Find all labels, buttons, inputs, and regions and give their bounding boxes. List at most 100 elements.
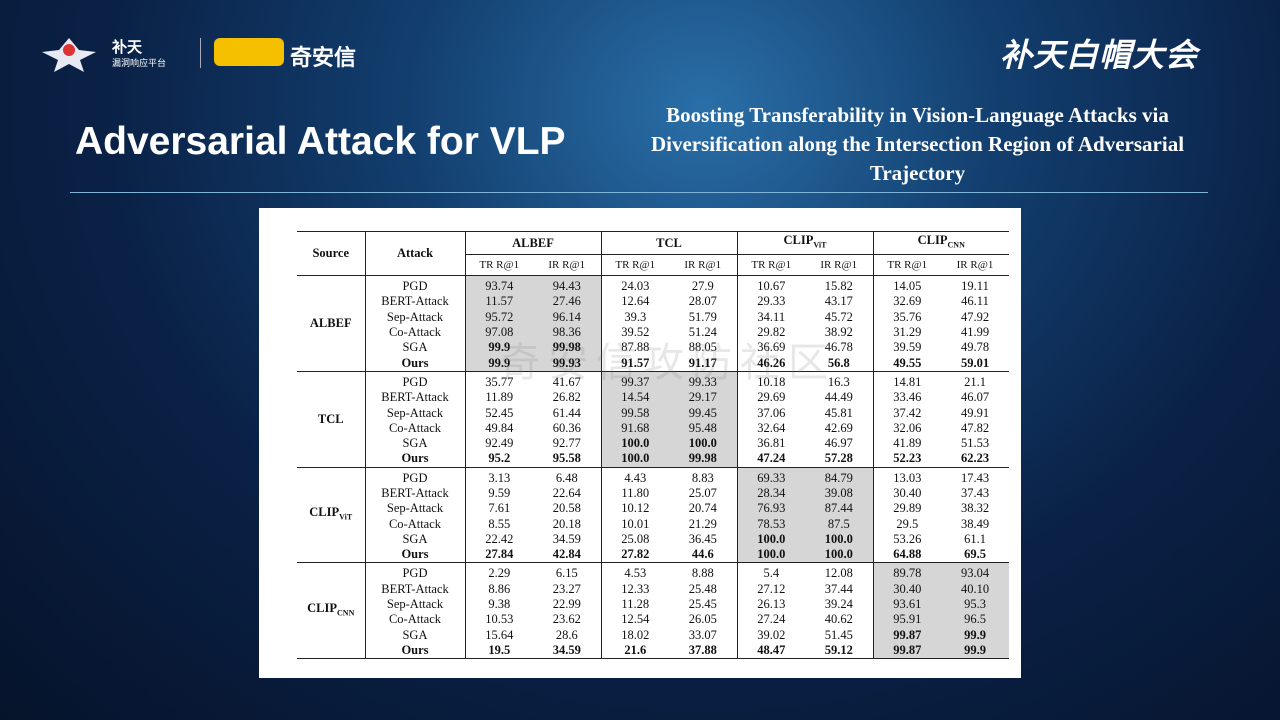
value-cell: 45.81 xyxy=(824,405,853,420)
value-cell: 22.42 xyxy=(464,531,533,548)
value-cell: 99.9 xyxy=(941,642,1009,660)
value-cell: 99.87 xyxy=(872,642,941,660)
source-cell: CLIPViT xyxy=(297,466,365,563)
value-cell: 22.64 xyxy=(552,486,581,500)
name: CLIP xyxy=(307,600,338,615)
data-row: Sep-Attack 95.72 96.14 39.3 51.79 34.11 45.72 3… xyxy=(297,309,1009,325)
metric-header: IR R@1 xyxy=(941,254,1009,276)
value-cell: 88.05 xyxy=(688,340,717,355)
subscript: CNN xyxy=(947,240,965,250)
value-cell: 32.64 xyxy=(736,420,805,436)
value-cell: 8.83 xyxy=(691,470,714,485)
attack-cell: Ours xyxy=(364,642,465,660)
value-cell: 6.48 xyxy=(555,470,578,485)
data-row: SGA 92.49 92.77 100.0 100.0 36.81 46.97 41.89 51… xyxy=(297,435,1009,452)
value-cell: 8.86 xyxy=(464,581,533,597)
results-table: Source Attack ALBEF TCL CLIPViT CLIPCNN TR R@1… xyxy=(297,231,1009,660)
value-cell: 42.84 xyxy=(552,547,581,562)
value-cell: 99.45 xyxy=(669,405,737,421)
value-cell: 10.53 xyxy=(464,612,533,628)
value-cell: 49.91 xyxy=(960,405,990,420)
data-row: TCL PGD 35.77 41.67 99.37 99.33 10.18 16.3 14.81… xyxy=(297,370,1009,468)
attack-cell: BERT-Attack xyxy=(364,485,465,502)
value-cell: 32.69 xyxy=(872,294,941,310)
value-cell: 39.52 xyxy=(600,324,669,341)
value-cell: 30.40 xyxy=(872,485,941,502)
value-cell: 28.07 xyxy=(688,294,717,309)
metric-row: TR R@1 IR R@1 TR R@1 IR R@1 TR R@1 IR R@1 TR R… xyxy=(297,254,1009,276)
value-cell: 25.48 xyxy=(688,581,717,596)
value-cell: 40.62 xyxy=(824,612,853,627)
value-cell: 11.57 xyxy=(464,294,533,310)
value-cell: 64.88 xyxy=(872,547,941,563)
value-cell: 49.78 xyxy=(960,340,990,355)
value-cell: 41.67 xyxy=(552,374,581,389)
value-cell: 95.91 xyxy=(872,612,941,628)
subscript: ViT xyxy=(813,240,827,250)
attack-cell: Ours xyxy=(364,355,465,372)
value-cell: 78.53 xyxy=(736,516,805,532)
value-cell: 26.13 xyxy=(736,596,805,613)
value-cell: 27.12 xyxy=(736,581,805,597)
value-cell: 10.67 xyxy=(736,275,805,295)
value-cell: 14.81 xyxy=(872,371,941,391)
value-cell: 99.98 xyxy=(669,451,737,468)
data-row: Sep-Attack 7.61 20.58 10.12 20.74 76.93 87.44 2… xyxy=(297,501,1009,517)
rule xyxy=(70,192,1208,193)
value-cell: 46.97 xyxy=(824,436,853,451)
value-cell: 89.78 xyxy=(872,562,941,582)
value-cell: 11.80 xyxy=(600,485,669,502)
value-cell: 29.17 xyxy=(669,390,737,406)
value-cell: 26.82 xyxy=(552,390,581,405)
value-cell: 49.55 xyxy=(872,355,941,372)
attack-cell: Ours xyxy=(364,451,465,468)
value-cell: 38.92 xyxy=(824,325,853,340)
value-cell: 14.54 xyxy=(600,390,669,406)
value-cell: 52.23 xyxy=(872,451,941,468)
value-cell: 27.24 xyxy=(736,612,805,628)
watermark: 奇安信攻防社区 xyxy=(500,341,836,385)
data-row: Ours 95.2 95.58 100.0 99.98 47.24 57.28 52.23 62… xyxy=(297,451,1009,468)
value-cell: 9.38 xyxy=(464,596,533,613)
table-card: Source Attack ALBEF TCL CLIPViT CLIPCNN TR R@1… xyxy=(259,208,1021,678)
value-cell: 100.0 xyxy=(736,547,805,563)
value-cell: 93.74 xyxy=(464,275,533,295)
value-cell: 36.81 xyxy=(736,435,805,452)
brand-icon xyxy=(214,38,284,66)
value-cell: 10.12 xyxy=(600,501,669,517)
attack-cell: Ours xyxy=(364,547,465,563)
attack-cell: SGA xyxy=(364,340,465,356)
source-cell: CLIPCNN xyxy=(297,562,365,660)
divider xyxy=(200,38,201,68)
value-cell: 38.49 xyxy=(960,516,990,531)
value-cell: 25.08 xyxy=(600,531,669,548)
attack-cell: Co-Attack xyxy=(364,420,465,436)
name: TCL xyxy=(317,411,344,426)
value-cell: 46.78 xyxy=(824,340,853,355)
value-cell: 51.24 xyxy=(688,325,717,340)
value-cell: 20.18 xyxy=(552,516,581,531)
data-row: Sep-Attack 9.38 22.99 11.28 25.45 26.13 39.24 9… xyxy=(297,596,1009,613)
value-cell: 19.11 xyxy=(961,279,989,294)
value-cell: 96.14 xyxy=(533,309,601,325)
value-cell: 32.06 xyxy=(872,420,941,436)
data-row: SGA 15.64 28.6 18.02 33.07 39.02 51.45 99.87 99.… xyxy=(297,627,1009,643)
metric-header: TR R@1 xyxy=(872,254,941,276)
data-row: BERT-Attack 11.89 26.82 14.54 29.17 29.69 44.4… xyxy=(297,390,1009,406)
value-cell: 99.98 xyxy=(533,340,601,356)
data-row: Sep-Attack 52.45 61.44 99.58 99.45 37.06 45.81… xyxy=(297,405,1009,421)
name: ALBEF xyxy=(309,315,352,330)
value-cell: 59.12 xyxy=(805,642,873,660)
value-cell: 36.45 xyxy=(688,531,717,546)
value-cell: 35.77 xyxy=(464,371,533,391)
data-row: Co-Attack 97.08 98.36 39.52 51.24 29.82 38.92 3… xyxy=(297,324,1009,341)
value-cell: 18.02 xyxy=(600,627,669,643)
value-cell: 15.82 xyxy=(824,279,853,294)
value-cell: 24.03 xyxy=(600,275,669,295)
value-cell: 25.07 xyxy=(688,486,717,500)
value-cell: 39.3 xyxy=(600,309,669,325)
value-cell: 5.4 xyxy=(736,562,805,582)
value-cell: 37.44 xyxy=(824,581,853,596)
value-cell: 27.9 xyxy=(691,279,714,294)
data-row: Co-Attack 8.55 20.18 10.01 21.29 78.53 87.5 29.… xyxy=(297,516,1009,532)
